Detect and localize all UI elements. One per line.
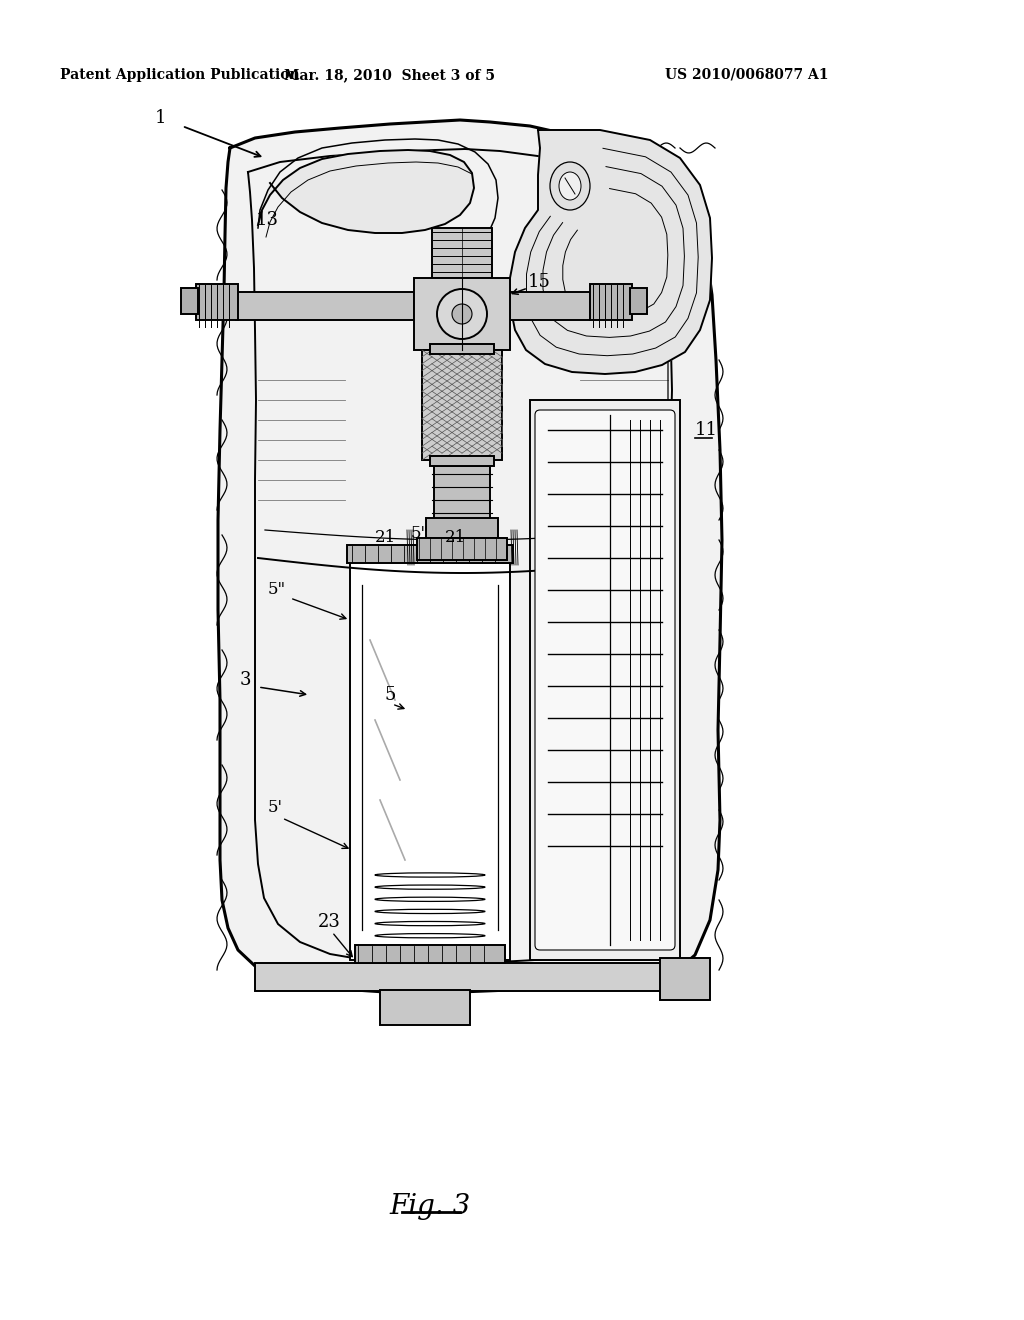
Bar — [430, 455, 494, 466]
FancyBboxPatch shape — [535, 411, 675, 950]
Bar — [434, 466, 490, 540]
Text: 5": 5" — [411, 524, 429, 541]
Text: 21: 21 — [375, 528, 396, 545]
Bar — [236, 292, 414, 319]
Bar — [417, 539, 507, 560]
Bar — [430, 345, 494, 354]
Bar — [432, 228, 492, 279]
Bar — [426, 517, 498, 539]
Bar — [181, 288, 198, 314]
Text: Fig. 3: Fig. 3 — [389, 1193, 471, 1220]
Bar — [530, 400, 680, 960]
Bar — [196, 284, 238, 319]
Text: 5": 5" — [268, 582, 286, 598]
Bar — [355, 945, 505, 964]
Bar — [255, 964, 670, 991]
Bar — [347, 545, 513, 564]
Polygon shape — [218, 120, 722, 993]
Bar — [590, 284, 632, 319]
Text: 5': 5' — [268, 800, 283, 817]
Bar — [630, 288, 647, 314]
Text: 21: 21 — [445, 528, 466, 545]
Bar — [660, 958, 710, 1001]
Text: Mar. 18, 2010  Sheet 3 of 5: Mar. 18, 2010 Sheet 3 of 5 — [285, 69, 496, 82]
Text: 15: 15 — [528, 273, 551, 290]
Polygon shape — [258, 150, 474, 234]
Text: 23: 23 — [318, 913, 341, 931]
Text: 11: 11 — [695, 421, 718, 440]
Text: Patent Application Publication: Patent Application Publication — [60, 69, 300, 82]
Text: 3: 3 — [240, 671, 252, 689]
Bar — [380, 990, 470, 1026]
Ellipse shape — [559, 172, 581, 201]
Bar — [414, 279, 510, 350]
Text: US 2010/0068077 A1: US 2010/0068077 A1 — [665, 69, 828, 82]
Bar — [350, 560, 510, 960]
Text: 1: 1 — [155, 110, 167, 127]
Ellipse shape — [550, 162, 590, 210]
Bar — [422, 350, 502, 459]
Circle shape — [437, 289, 487, 339]
Text: 13: 13 — [256, 211, 279, 228]
Polygon shape — [510, 129, 712, 374]
Text: 5: 5 — [385, 686, 396, 704]
Bar — [510, 292, 590, 319]
Circle shape — [452, 304, 472, 323]
